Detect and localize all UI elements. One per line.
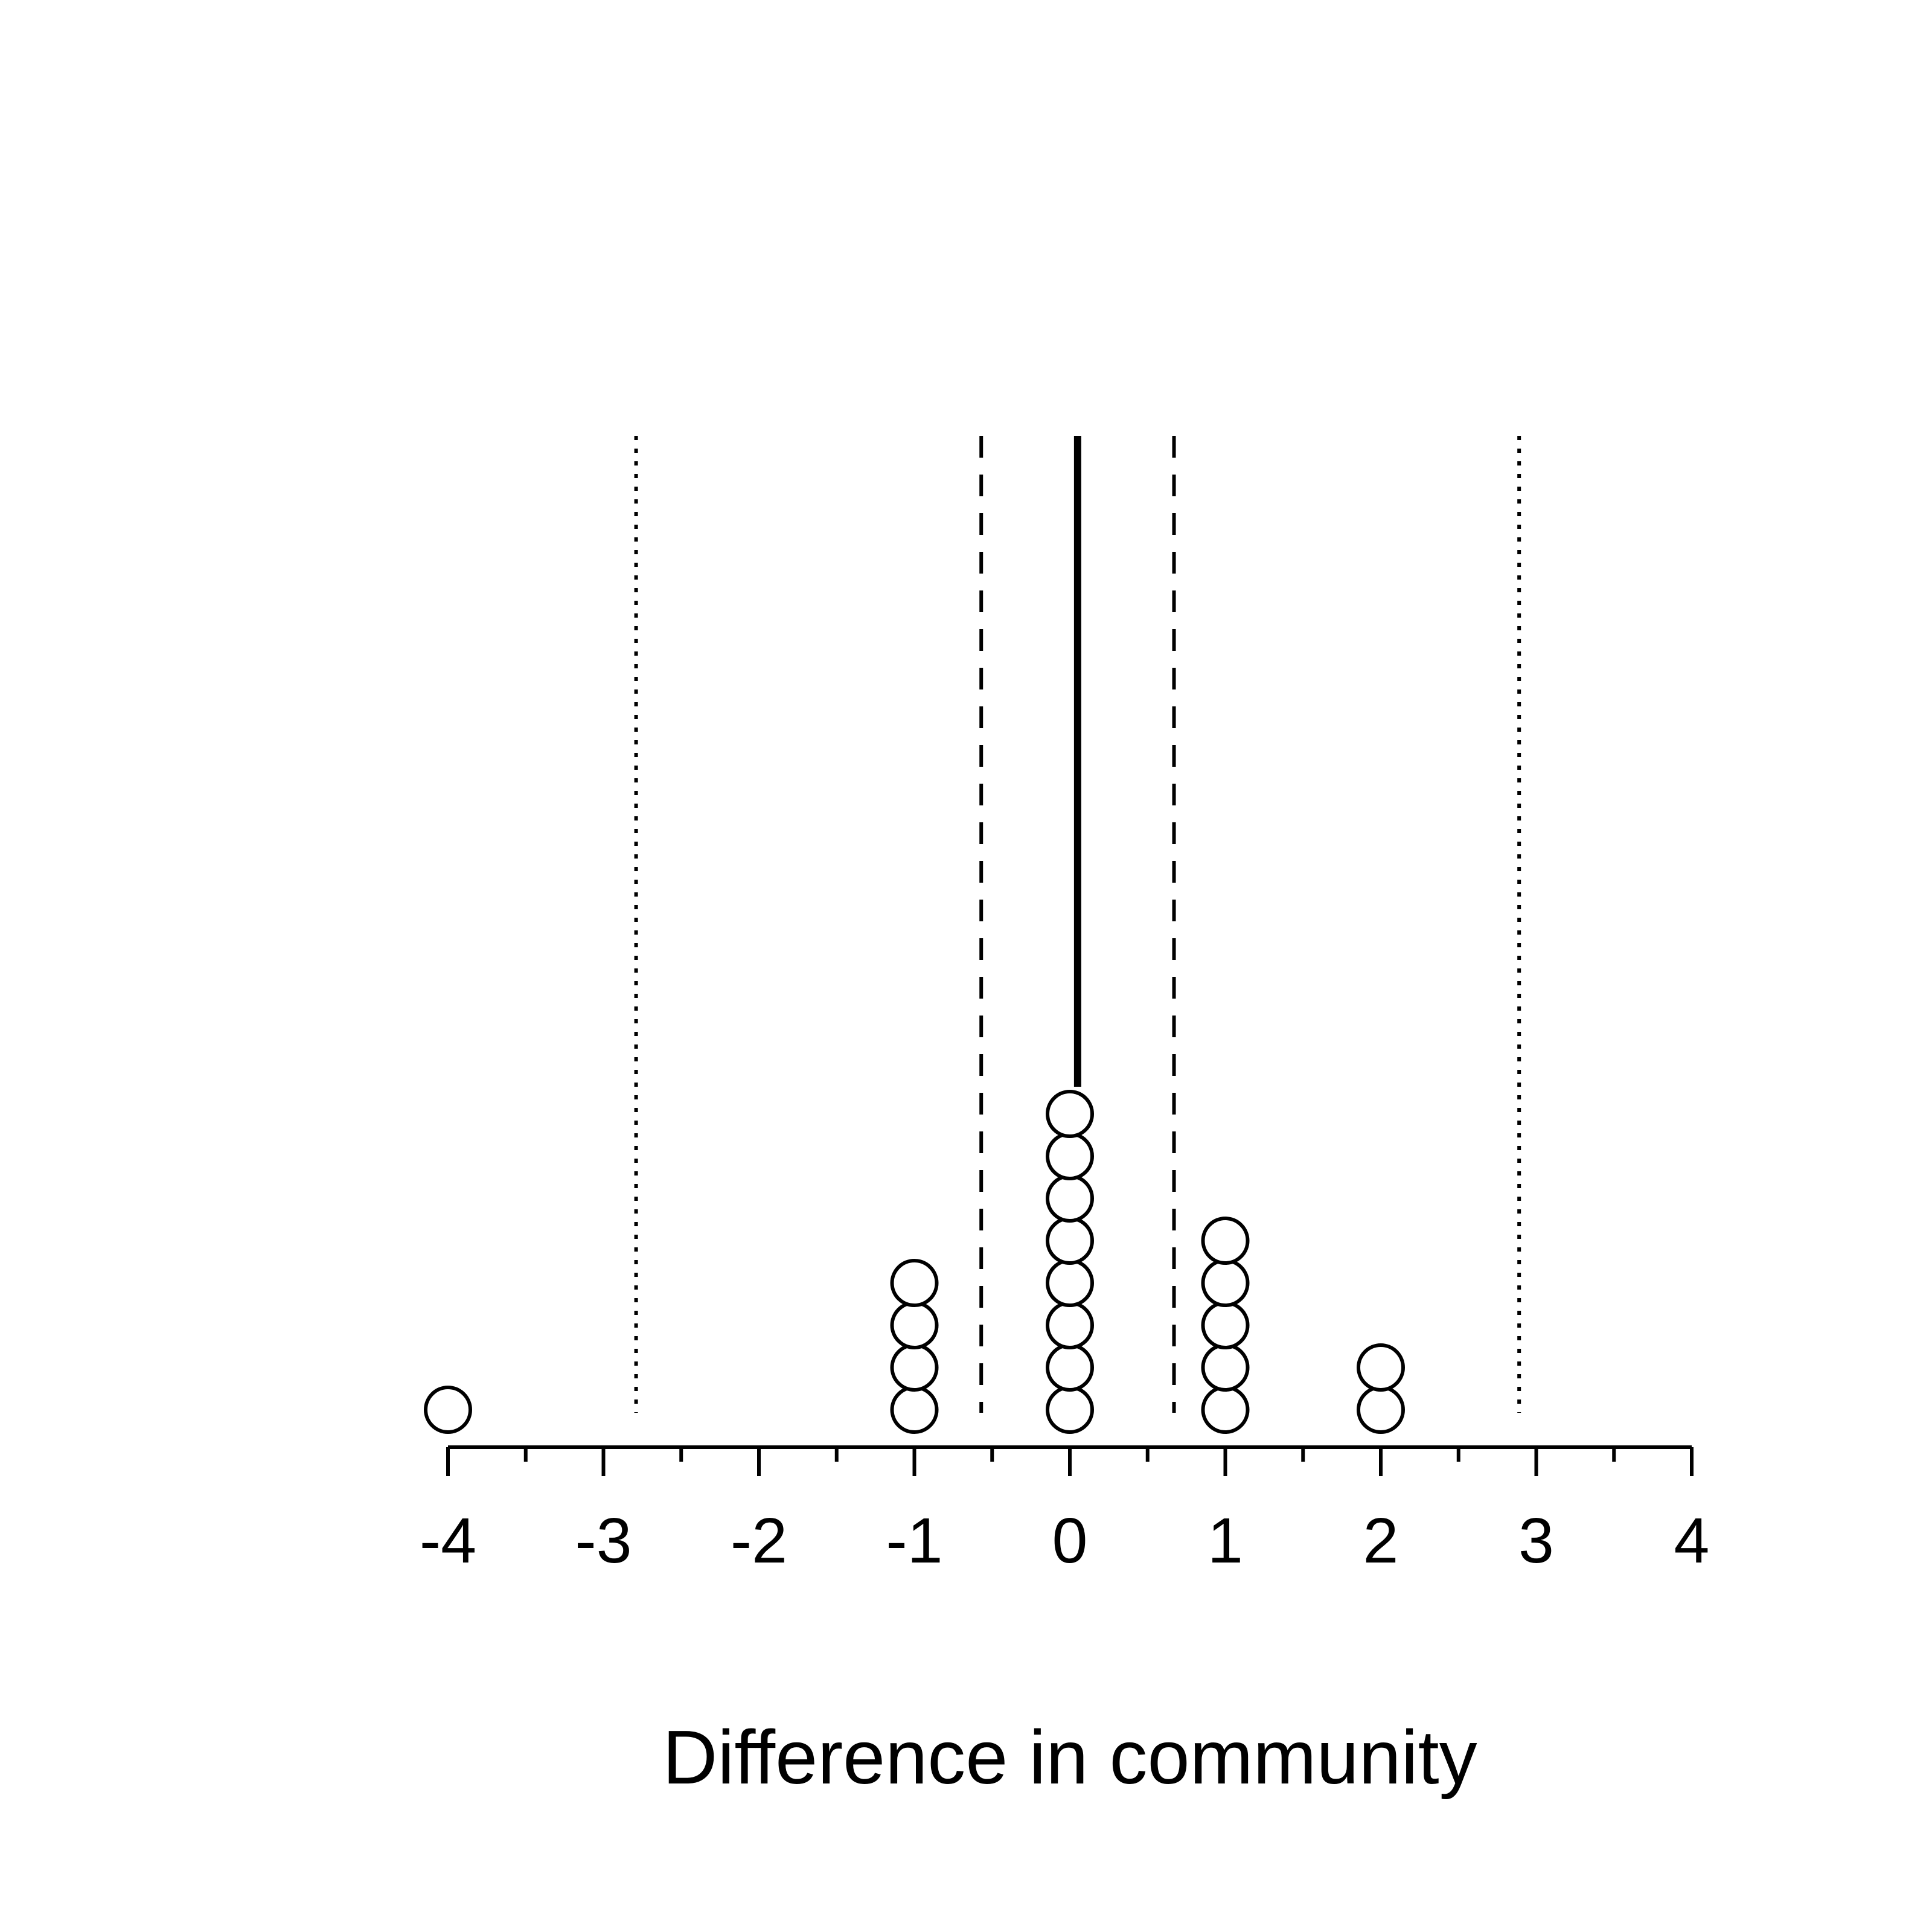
x-tick-label: -4 <box>420 1505 476 1576</box>
x-axis-title: Difference in community <box>662 1715 1477 1800</box>
data-point <box>1201 1259 1250 1307</box>
x-axis-tick-labels: -4 -3 -2 -1 0 1 2 3 4 <box>420 1505 1710 1576</box>
x-tick-label: -2 <box>731 1505 787 1576</box>
data-point <box>424 1386 472 1434</box>
x-tick-label: -1 <box>886 1505 942 1576</box>
data-point <box>890 1301 939 1349</box>
x-tick-label: 1 <box>1208 1505 1243 1576</box>
data-point <box>890 1343 939 1392</box>
data-point <box>1046 1174 1094 1223</box>
data-point <box>1046 1301 1094 1349</box>
data-point <box>1201 1343 1250 1392</box>
data-point <box>890 1386 939 1434</box>
data-point <box>1046 1132 1094 1180</box>
data-point <box>1201 1301 1250 1349</box>
x-axis: -4 -3 -2 -1 0 1 2 3 4 <box>420 1445 1710 1576</box>
data-points <box>424 1090 1405 1434</box>
x-tick-label: 4 <box>1674 1505 1710 1576</box>
x-tick-label: 3 <box>1518 1505 1554 1576</box>
x-tick-label: 0 <box>1052 1505 1088 1576</box>
data-point <box>1046 1386 1094 1434</box>
x-tick-label: -3 <box>575 1505 632 1576</box>
data-point <box>1046 1090 1094 1138</box>
data-point <box>1357 1343 1405 1392</box>
x-axis-ticks <box>446 1447 1694 1476</box>
data-point <box>1201 1217 1250 1265</box>
x-tick-label: 2 <box>1363 1505 1399 1576</box>
data-point <box>1357 1386 1405 1434</box>
data-point <box>1046 1343 1094 1392</box>
data-point <box>1046 1217 1094 1265</box>
data-point <box>1201 1386 1250 1434</box>
data-point <box>1046 1259 1094 1307</box>
data-point <box>890 1259 939 1307</box>
reference-lines <box>634 436 1521 1413</box>
